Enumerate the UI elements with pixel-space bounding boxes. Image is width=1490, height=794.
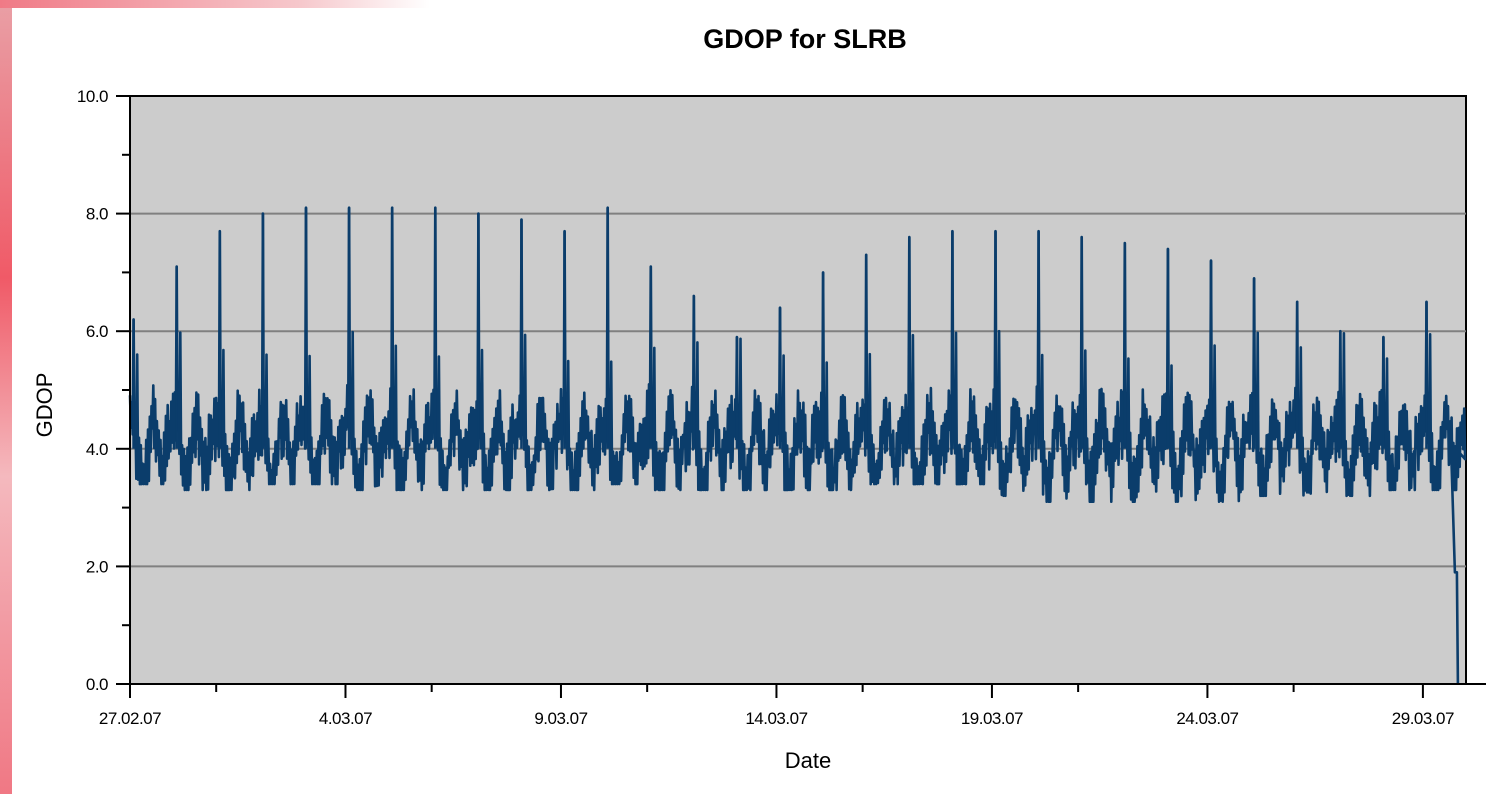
decorative-edge-left [0, 0, 12, 794]
y-axis: 0.0 2.0 4.0 6.0 8.0 10.0 [77, 87, 131, 694]
x-tick-label: 29.03.07 [1392, 709, 1454, 728]
x-tick-label: 9.03.07 [534, 709, 587, 728]
y-tick-label: 10.0 [77, 87, 108, 106]
x-tick-label: 4.03.07 [319, 709, 372, 728]
y-tick-label: 0.0 [86, 675, 108, 694]
y-axis-label: GDOP [32, 373, 57, 438]
x-axis-label: Date [785, 748, 831, 773]
y-tick-label: 6.0 [86, 322, 108, 341]
x-axis: 27.02.07 4.03.07 9.03.07 14.03.07 19.03.07 24… [99, 683, 1486, 728]
y-tick-label: 2.0 [86, 557, 108, 576]
decorative-edge-top [0, 0, 430, 8]
y-tick-label: 4.0 [86, 440, 108, 459]
series-group [128, 206, 1467, 685]
series-line [128, 206, 1467, 685]
x-tick-label: 27.02.07 [99, 709, 161, 728]
chart-title: GDOP for SLRB [703, 24, 907, 54]
x-tick-label: 19.03.07 [961, 709, 1023, 728]
x-tick-label: 14.03.07 [745, 709, 807, 728]
x-tick-label: 24.03.07 [1176, 709, 1238, 728]
y-tick-label: 8.0 [86, 205, 108, 224]
